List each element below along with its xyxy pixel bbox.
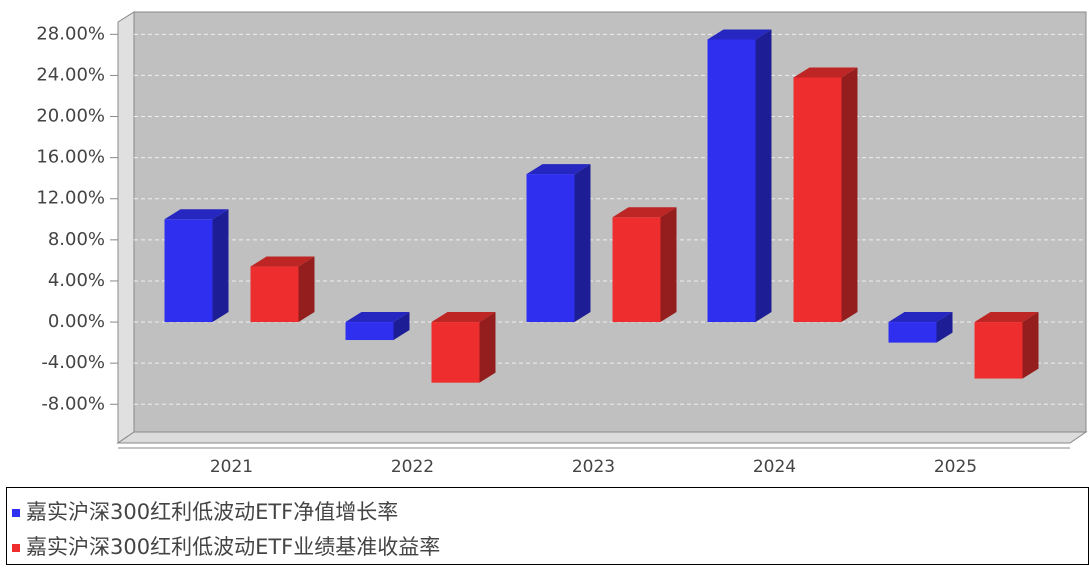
- bar-top: [526, 164, 591, 175]
- legend: [6, 487, 1089, 565]
- bar: [974, 322, 1023, 379]
- x-tick-label: 2025: [934, 457, 977, 477]
- bar-top: [250, 256, 315, 267]
- y-tick-label: 12.00%: [36, 188, 105, 209]
- x-tick-label: 2024: [753, 457, 796, 477]
- legend-swatch: [12, 544, 20, 552]
- bar-top: [707, 29, 772, 40]
- bar-side: [1022, 312, 1039, 379]
- legend-label: 嘉实沪深300红利低波动ETF净值增长率: [26, 500, 398, 524]
- bar-side: [660, 207, 677, 323]
- bar-side: [298, 256, 315, 323]
- bar: [612, 217, 661, 323]
- x-tick-label: 2023: [572, 457, 615, 477]
- bar: [526, 174, 575, 323]
- y-tick-label: 8.00%: [48, 229, 105, 250]
- y-tick-label: 4.00%: [48, 270, 105, 291]
- side-wall: [117, 11, 135, 444]
- bar: [707, 39, 756, 323]
- y-tick-label: -4.00%: [41, 352, 105, 373]
- bar-side: [393, 312, 410, 341]
- y-tick-label: 0.00%: [48, 311, 105, 332]
- bar-top: [612, 207, 677, 218]
- y-tick-label: -8.00%: [41, 393, 105, 414]
- bar: [345, 322, 394, 341]
- bar-side: [841, 67, 858, 323]
- y-tick-label: 24.00%: [36, 64, 105, 85]
- legend-swatch: [12, 509, 20, 517]
- x-tick-label: 2021: [210, 457, 253, 477]
- bar-top: [164, 209, 229, 220]
- x-tick-label: 2022: [391, 457, 434, 477]
- bar-side: [479, 312, 496, 383]
- legend-label: 嘉实沪深300红利低波动ETF业绩基准收益率: [26, 535, 440, 559]
- floor: [116, 431, 1088, 444]
- y-tick-label: 20.00%: [36, 106, 105, 127]
- bar-top: [345, 312, 410, 323]
- bar: [431, 322, 480, 383]
- bar: [250, 266, 299, 323]
- bar-side: [936, 312, 953, 343]
- y-tick-label: 28.00%: [36, 23, 105, 44]
- bar-top: [888, 312, 953, 323]
- bar-side: [574, 164, 591, 323]
- bar-top: [431, 312, 496, 323]
- bar-side: [212, 209, 229, 323]
- bar: [888, 322, 937, 343]
- bar: [793, 77, 842, 323]
- bar-top: [793, 67, 858, 78]
- bar-side: [755, 29, 772, 323]
- bar: [164, 219, 213, 323]
- y-tick-label: 16.00%: [36, 147, 105, 168]
- bar-top: [974, 312, 1039, 323]
